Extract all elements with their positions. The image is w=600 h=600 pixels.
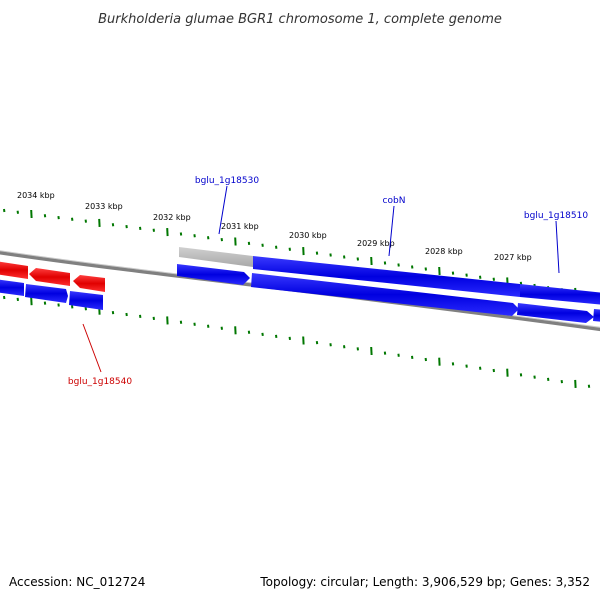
- accession-text: Accession: NC_012724: [9, 575, 145, 589]
- pointer-cobN: [388, 205, 395, 257]
- map-title: Burkholderia glumae BGR1 chromosome 1, c…: [98, 12, 502, 27]
- label-bglu_1g18540[interactable]: bglu_1g18540: [68, 377, 132, 387]
- genome-summary-text: Topology: circular; Length: 3,906,529 bp…: [259, 575, 590, 589]
- scale-label-2033: 2033 kbp: [85, 202, 123, 211]
- pointer-bglu_1g18540: [82, 323, 102, 373]
- gene-reverse-a[interactable]: [0, 261, 28, 279]
- pointer-bglu_1g18510: [555, 220, 560, 274]
- scale-label-2032: 2032 kbp: [153, 213, 191, 222]
- scale-label-2030: 2030 kbp: [289, 231, 327, 240]
- gene-bglu_1g18540[interactable]: [73, 275, 105, 292]
- scale-label-2031: 2031 kbp: [221, 222, 259, 231]
- label-bglu_1g18530[interactable]: bglu_1g18530: [195, 176, 259, 186]
- gene-arrow-bglu_1g18510[interactable]: [517, 303, 594, 323]
- gene-arrow-cobN[interactable]: [251, 273, 519, 316]
- inner-scale-ticks: [3, 295, 591, 388]
- rna-feature[interactable]: [179, 247, 253, 267]
- gene-cobN-block[interactable]: [253, 256, 520, 297]
- gene-forward-a[interactable]: [0, 279, 24, 296]
- label-cobN[interactable]: cobN: [383, 196, 406, 206]
- gene-forward-c[interactable]: [69, 291, 103, 310]
- gene-arrow-next[interactable]: [593, 309, 600, 322]
- scale-label-2028: 2028 kbp: [425, 247, 463, 256]
- scale-label-2034: 2034 kbp: [17, 191, 55, 200]
- label-bglu_1g18510[interactable]: bglu_1g18510: [524, 211, 588, 221]
- gene-bglu_1g18510-block[interactable]: [520, 284, 600, 305]
- pointer-bglu_1g18530: [218, 185, 228, 235]
- gene-reverse-b[interactable]: [29, 268, 70, 286]
- scale-label-2027: 2027 kbp: [494, 253, 532, 262]
- gene-forward-b[interactable]: [25, 284, 68, 303]
- scale-label-2029: 2029 kbp: [357, 239, 395, 248]
- gene-arrow-bglu_1g18530[interactable]: [177, 264, 250, 285]
